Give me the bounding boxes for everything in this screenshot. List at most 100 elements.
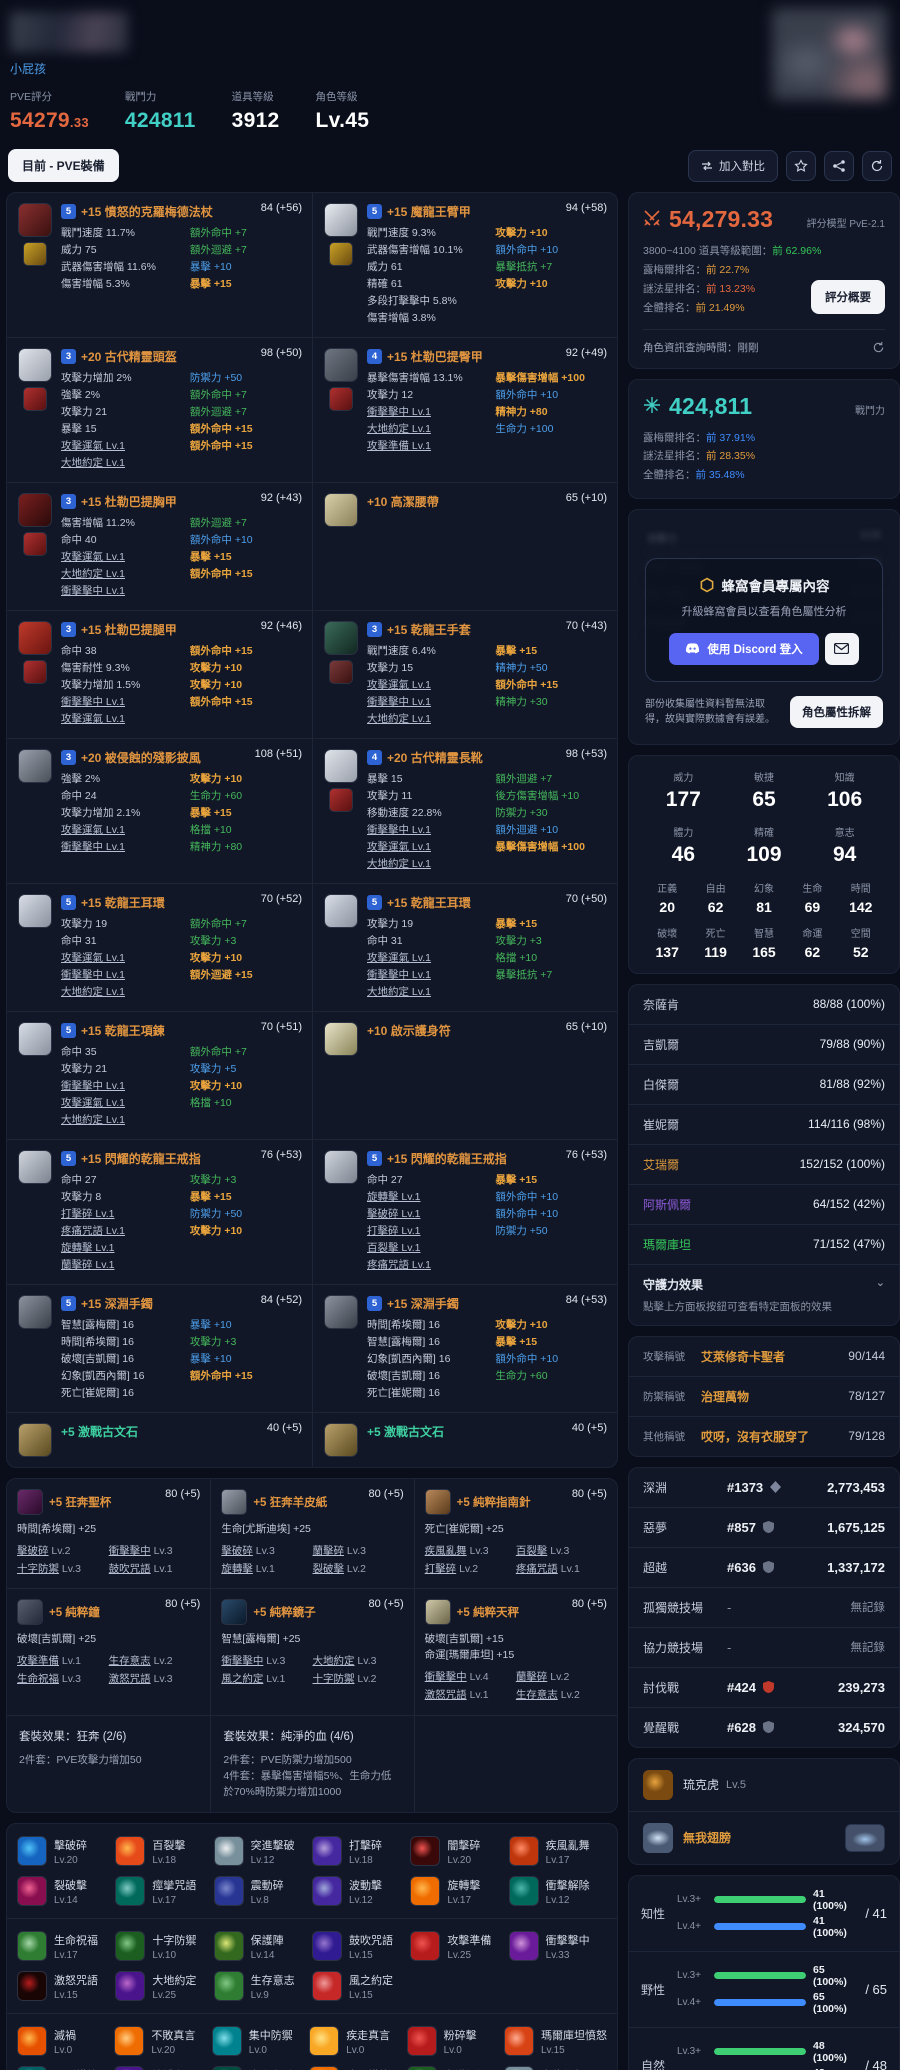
discord-login-button[interactable]: 使用 Discord 登入 <box>669 632 819 665</box>
skill-cell[interactable]: 滅禍 Lv.0 <box>17 2026 114 2057</box>
skill-cell[interactable]: 痙攣之手Lv.20 <box>211 2066 309 2070</box>
equipment-item[interactable]: 5 +15 魔龍王臂甲 戰鬥速度 9.3% 武器傷害增幅 10.1% 威力 61 精確 6… <box>312 193 617 337</box>
skill-cell[interactable]: 疾風亂舞 Lv.17 <box>508 1836 607 1867</box>
skill-cell[interactable]: 集中防禦 Lv.0 <box>211 2026 309 2057</box>
skill-cell[interactable]: 鼓吹咒語 Lv.15 <box>312 1931 410 1962</box>
skill-cell[interactable]: 震動碎 Lv.8 <box>213 1876 312 1907</box>
artifact-item[interactable]: +5 純粹鏡子 80 (+5) 智慧[露梅爾] +25 衝擊擊中 Lv.3 大地約定 L… <box>210 1589 414 1716</box>
dungeon-row[interactable]: 艾瑞爾 152/152 (100%) <box>629 1145 899 1185</box>
skill-cell[interactable]: 窒襲衝擊Lv.0 <box>504 2066 607 2070</box>
skill-cell[interactable]: 大地約定 Lv.25 <box>115 1971 213 2002</box>
dungeon-row[interactable]: 吉凱爾 79/88 (90%) <box>629 1025 899 1065</box>
item-icon <box>324 621 358 655</box>
item-bonus-stat: 精神力 +30 <box>495 696 548 708</box>
dungeon-row[interactable]: 崔妮爾 114/116 (98%) <box>629 1105 899 1145</box>
item-stat: 旋轉擊 Lv.1 <box>367 1191 421 1203</box>
current-gear-tab[interactable]: 目前 - PVE裝備 <box>8 149 119 182</box>
skill-cell[interactable]: 痙攣咒語 Lv.17 <box>115 1876 213 1907</box>
refresh-icon[interactable] <box>872 341 885 354</box>
ranking-row: 協力競技場 - 無記錄 <box>629 1628 899 1668</box>
item-stats-bonus: 暴擊 +15 精神力 +50 額外命中 +15 精神力 +30 <box>495 643 607 728</box>
equipment-item[interactable]: 5 +15 閃耀的乾龍王戒指 命中 27 攻擊力 8 打擊碎 Lv.1 疼痛咒語 Lv.1… <box>7 1140 312 1284</box>
skill-cell[interactable]: 突進擊破 Lv.12 <box>213 1836 312 1867</box>
dungeon-row[interactable]: 阿斯佩爾 64/152 (42%) <box>629 1185 899 1225</box>
skill-cell[interactable]: 疾風權能Lv.20 <box>309 2066 406 2070</box>
equipment-item[interactable]: 5 +15 乾龍王項鍊 命中 35 攻擊力 21 衝擊擊中 Lv.1 攻擊運氣 Lv.1 大… <box>7 1012 312 1139</box>
skill-cell[interactable]: 結縛之印Lv.0 <box>114 2066 211 2070</box>
collection-level-label: Lv.3+ <box>677 1894 701 1906</box>
equipment-item[interactable]: 3 +20 古代精靈頭盔 攻擊力增加 2% 強擊 2% 攻擊力 21 暴擊 15 攻擊運氣 … <box>7 338 312 482</box>
skill-cell[interactable]: 百裂擊 Lv.18 <box>115 1836 213 1867</box>
item-stats: 戰鬥速度 6.4% 攻擊力 15 攻擊運氣 Lv.1 衝擊擊中 Lv.1 大地約定 Lv… <box>367 643 607 728</box>
skill-cell[interactable]: 衝擊擊中 Lv.33 <box>508 1931 607 1962</box>
skill-cell[interactable]: 瑪爾庫坦憤怒 Lv.15 <box>504 2026 607 2057</box>
skill-cell[interactable]: 打擊碎 Lv.18 <box>312 1836 410 1867</box>
equipment-item[interactable]: 5 +15 閃耀的乾龍王戒指 命中 27 旋轉擊 Lv.1 擊破碎 Lv.1 打擊碎 Lv… <box>312 1140 617 1284</box>
equipment-item[interactable]: 3 +20 被侵蝕的殘影披風 強擊 2% 命中 24 攻擊力增加 2.1% 攻擊運氣 Lv… <box>7 739 312 883</box>
equipment-item[interactable]: 5 +15 乾龍王耳環 攻擊力 19 命中 31 攻擊運氣 Lv.1 衝擊擊中 Lv.1 大… <box>7 884 312 1011</box>
skill-cell[interactable]: 擊破碎 Lv.20 <box>17 1836 115 1867</box>
equipment-item[interactable]: +5 激戰古文石 40 (+5) <box>7 1413 312 1467</box>
skill-cell[interactable]: 不敗真言 Lv.20 <box>114 2026 211 2057</box>
equipment-item[interactable]: 4 +20 古代精靈長靴 暴擊 15 攻擊力 11 移動速度 22.8% 衝擊擊中 Lv.… <box>312 739 617 883</box>
attribute-label: 命運 <box>802 928 823 940</box>
refresh-button[interactable] <box>862 150 892 181</box>
artifact-item[interactable]: +5 狂奔聖杯 80 (+5) 時間[希埃爾] +25 擊破碎 Lv.2 衝擊擊中 Lv… <box>7 1479 211 1590</box>
artifact-item[interactable]: +5 純粹指南針 80 (+5) 死亡[崔妮爾] +25 疾風亂舞 Lv.3 百裂擊 L… <box>413 1479 617 1590</box>
skill-cell[interactable]: 攻擊準備 Lv.25 <box>410 1931 508 1962</box>
member-note: 部份收集屬性資料暫無法取得，故與實際數據會有誤差。 <box>645 698 775 725</box>
attribute-breakdown-button[interactable]: 角色屬性拆解 <box>790 695 883 728</box>
skill-cell[interactable]: 生存意志 Lv.9 <box>213 1971 312 2002</box>
skill-cell[interactable]: 生命祝福 Lv.17 <box>17 1931 115 1962</box>
add-compare-button[interactable]: 加入對比 <box>688 149 778 182</box>
item-name: +15 杜勒巴提腿甲 <box>81 623 177 637</box>
email-login-button[interactable] <box>824 632 859 665</box>
artifact-skill: 旋轉擊 Lv.1 <box>221 1562 275 1575</box>
guardian-effect-section[interactable]: 守護力效果 ⌄ 點擊上方面板按鈕可查看特定面板的效果 <box>629 1263 899 1325</box>
equipment-item[interactable]: +5 激戰古文石 40 (+5) <box>312 1413 617 1467</box>
equipment-item[interactable]: 3 +15 杜勒巴提腿甲 命中 38 傷害耐性 9.3% 攻擊力增加 1.5% 衝擊擊中 … <box>7 611 312 738</box>
equipment-item[interactable]: 5 +15 深淵手鐲 時間[希埃爾] 16 智慧[露梅爾] 16 幻象[凱西內爾] 16… <box>312 1285 617 1412</box>
skill-level: Lv.18 <box>349 1854 373 1866</box>
skill-name: 不敗真言 <box>151 2029 196 2042</box>
skill-cell[interactable]: 衝擊解除 Lv.12 <box>508 1876 607 1907</box>
skill-cell[interactable]: 風之約定 Lv.15 <box>312 1971 410 2002</box>
artifact-item[interactable]: +5 純粹天秤 80 (+5) 破壞[吉凱爾] +15 命運[瑪爾庫坦] +15 衝擊擊… <box>413 1589 617 1716</box>
skill-cell[interactable]: 闇擊碎 Lv.20 <box>410 1836 508 1867</box>
equipment-item[interactable]: +10 高潔腰帶 65 (+10) <box>312 483 617 610</box>
artifact-icon <box>221 1599 248 1626</box>
equipment-item[interactable]: 3 +15 乾龍王手套 戰鬥速度 6.4% 攻擊力 15 攻擊運氣 Lv.1 衝擊擊中 L… <box>312 611 617 738</box>
equipment-item[interactable]: 5 +15 憤怒的克羅梅德法杖 戰鬥速度 11.7% 威力 75 武器傷害增幅 11.6… <box>7 193 312 337</box>
artifact-item[interactable]: +5 純粹鐘 80 (+5) 破壞[吉凱爾] +25 攻擊準備 Lv.1 生存意志 Lv… <box>7 1589 211 1716</box>
blurred-stat-value: 1125 <box>859 530 881 542</box>
skill-cell[interactable]: 激怒咒語 Lv.15 <box>17 1971 115 2002</box>
score-summary-button[interactable]: 評分概要 <box>811 279 885 314</box>
skill-cell[interactable]: 裂破擊 Lv.14 <box>17 1876 115 1907</box>
equipment-item[interactable]: +10 啟示護身符 65 (+10) <box>312 1012 617 1139</box>
skill-cell[interactable]: 保護陣 Lv.14 <box>213 1931 312 1962</box>
share-button[interactable] <box>824 150 854 181</box>
skill-cell[interactable]: 旋轉擊 Lv.17 <box>410 1876 508 1907</box>
equipment-item[interactable]: 5 +15 深淵手鐲 智慧[露梅爾] 16 時間[希埃爾] 16 破壞[吉凱爾] 16 幻… <box>7 1285 312 1412</box>
item-grade-badge: 5 <box>61 1296 76 1311</box>
skill-cell[interactable]: 疾走真言 Lv.0 <box>309 2026 406 2057</box>
attribute: 自由 62 <box>691 880 739 915</box>
skill-cell[interactable]: 粉碎擊 Lv.0 <box>406 2026 504 2057</box>
chevron-down-icon: ⌄ <box>875 1276 885 1289</box>
skill-cell[interactable]: 阻斷權能Lv.0 <box>17 2066 114 2070</box>
favorite-star-button[interactable] <box>786 150 816 181</box>
item-stat: 時間[希埃爾] 16 <box>61 1336 134 1348</box>
equipment-item[interactable]: 4 +15 杜勒巴提臀甲 暴擊傷害增幅 13.1% 攻擊力 12 衝擊擊中 Lv.1 大地… <box>312 338 617 482</box>
equipment-item[interactable]: 5 +15 乾龍王耳環 攻擊力 19 命中 31 攻擊運氣 Lv.1 衝擊擊中 Lv.1 大… <box>312 884 617 1011</box>
skill-cell[interactable]: 波動擊 Lv.12 <box>312 1876 410 1907</box>
item-stat: 暴擊傷害增幅 13.1% <box>367 372 463 384</box>
skill-cell[interactable]: 十字防禦 Lv.10 <box>115 1931 213 1962</box>
dungeon-row[interactable]: 奈薩肯 88/88 (100%) <box>629 985 899 1025</box>
artifact-item[interactable]: +5 狂奔羊皮紙 80 (+5) 生命[尤斯迪埃] +25 擊破碎 Lv.3 蘭擊碎 L… <box>210 1479 414 1590</box>
item-main: +5 激戰古文石 <box>367 1423 607 1457</box>
skill-cell[interactable]: 守護祝福Lv.0 <box>406 2066 504 2070</box>
equipment-item[interactable]: 3 +15 杜勒巴提胸甲 傷害增幅 11.2% 命中 40 攻擊運氣 Lv.1 大地約定 … <box>7 483 312 610</box>
dungeon-row[interactable]: 瑪爾庫坦 71/152 (47%) <box>629 1225 899 1264</box>
dungeon-row[interactable]: 白傑爾 81/88 (92%) <box>629 1065 899 1105</box>
attribute-label: 破壞 <box>657 928 678 940</box>
